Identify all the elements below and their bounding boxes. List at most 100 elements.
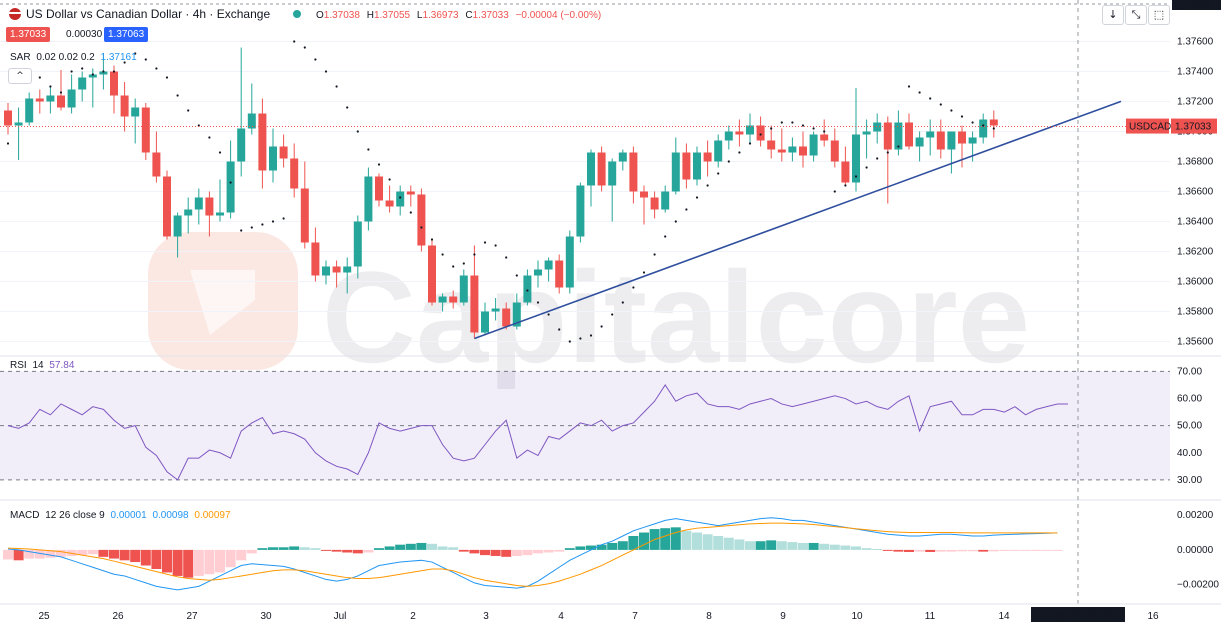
candle[interactable] — [947, 131, 956, 174]
candle[interactable] — [470, 245, 479, 339]
candle[interactable] — [534, 260, 542, 288]
candle[interactable] — [120, 82, 129, 132]
candle[interactable] — [184, 197, 193, 234]
candle[interactable] — [873, 113, 882, 144]
candle[interactable] — [703, 140, 712, 177]
candle[interactable] — [597, 146, 606, 192]
candle[interactable] — [152, 131, 161, 183]
candle[interactable] — [481, 302, 489, 336]
candle[interactable] — [14, 107, 23, 161]
candle[interactable] — [618, 149, 627, 171]
candle[interactable] — [820, 119, 829, 147]
ask-price-badge[interactable]: 1.37063 — [104, 27, 149, 42]
candle[interactable] — [852, 88, 860, 192]
candle[interactable] — [989, 110, 998, 138]
candle[interactable] — [269, 128, 277, 183]
fullscreen-button[interactable]: ⤡ — [1125, 5, 1147, 25]
candle[interactable] — [25, 92, 34, 126]
candle[interactable] — [110, 65, 118, 114]
candle[interactable] — [35, 89, 44, 114]
candle[interactable] — [67, 74, 76, 114]
candle[interactable] — [311, 227, 320, 282]
candle[interactable] — [375, 173, 383, 207]
candle[interactable] — [205, 191, 214, 237]
candle[interactable] — [163, 170, 171, 240]
candle[interactable] — [449, 290, 458, 309]
candle[interactable] — [343, 257, 352, 294]
candle[interactable] — [682, 143, 691, 189]
candle[interactable] — [46, 86, 55, 114]
candle[interactable] — [131, 98, 140, 144]
macd-pane[interactable] — [0, 499, 1221, 591]
candle[interactable] — [979, 113, 988, 144]
candle[interactable] — [767, 125, 776, 159]
candle[interactable] — [746, 113, 754, 144]
candle[interactable] — [406, 185, 415, 207]
candle[interactable] — [78, 71, 87, 102]
candle[interactable] — [258, 98, 267, 189]
candle[interactable] — [756, 116, 765, 147]
candle[interactable] — [544, 257, 553, 282]
collapse-legend-button[interactable]: ^ — [8, 68, 32, 84]
candle[interactable] — [555, 254, 564, 294]
candle[interactable] — [353, 215, 362, 279]
candle[interactable] — [491, 298, 500, 321]
candle[interactable] — [4, 103, 12, 135]
candle[interactable] — [247, 83, 256, 135]
candle[interactable] — [714, 134, 723, 168]
candle[interactable] — [629, 146, 638, 204]
candle[interactable] — [862, 119, 871, 159]
candle[interactable] — [173, 212, 182, 258]
price-pane[interactable] — [0, 3, 1170, 343]
candle[interactable] — [640, 185, 648, 225]
candle[interactable] — [894, 110, 903, 156]
candle[interactable] — [428, 239, 436, 306]
candle[interactable] — [523, 269, 532, 306]
candle[interactable] — [735, 119, 744, 147]
candle[interactable] — [830, 128, 839, 168]
candle[interactable] — [693, 146, 701, 186]
candle[interactable] — [661, 185, 670, 213]
bid-price-badge[interactable]: 1.37033 — [6, 27, 51, 42]
candle[interactable] — [438, 293, 447, 312]
download-button[interactable]: ↓ — [1102, 5, 1124, 25]
candle[interactable] — [237, 47, 246, 177]
candle[interactable] — [322, 260, 330, 285]
snapshot-button[interactable]: ⬚ — [1148, 5, 1170, 25]
candle[interactable] — [799, 131, 807, 168]
candle[interactable] — [194, 188, 203, 225]
candle[interactable] — [788, 137, 797, 162]
candle[interactable] — [502, 302, 511, 330]
candle[interactable] — [587, 149, 595, 207]
candle[interactable] — [279, 134, 288, 168]
candle[interactable] — [936, 119, 945, 159]
candle[interactable] — [905, 113, 913, 150]
candle[interactable] — [883, 116, 892, 204]
candle[interactable] — [226, 140, 235, 219]
candle[interactable] — [841, 146, 850, 186]
candle[interactable] — [608, 158, 617, 222]
candle[interactable] — [671, 137, 680, 195]
candle[interactable] — [565, 230, 574, 294]
candle[interactable] — [216, 179, 224, 222]
candle[interactable] — [332, 260, 341, 288]
candle[interactable] — [576, 182, 585, 243]
candle[interactable] — [915, 131, 924, 162]
candle[interactable] — [141, 103, 150, 160]
candle[interactable] — [385, 185, 394, 213]
candle[interactable] — [300, 161, 309, 249]
candle[interactable] — [290, 143, 299, 198]
candle[interactable] — [396, 185, 405, 216]
candle[interactable] — [364, 167, 373, 231]
candle[interactable] — [57, 70, 65, 111]
candle[interactable] — [926, 119, 935, 156]
rsi-pane[interactable] — [0, 355, 1221, 481]
candle[interactable] — [459, 269, 468, 306]
candle[interactable] — [777, 128, 786, 162]
candle[interactable] — [650, 191, 659, 219]
candle[interactable] — [417, 188, 426, 252]
trendline[interactable] — [474, 100, 1122, 340]
candle[interactable] — [809, 131, 818, 162]
candle[interactable] — [724, 125, 733, 150]
